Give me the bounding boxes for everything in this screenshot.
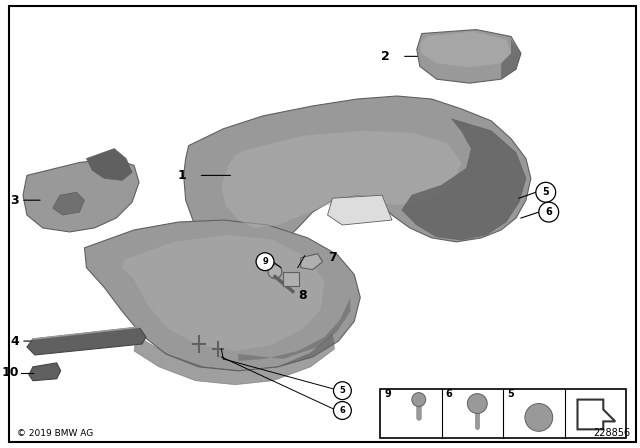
Polygon shape	[238, 297, 350, 361]
Circle shape	[539, 202, 559, 222]
Polygon shape	[86, 149, 132, 181]
Circle shape	[333, 382, 351, 400]
Polygon shape	[221, 131, 461, 228]
Circle shape	[525, 404, 553, 431]
Text: 6: 6	[339, 406, 346, 415]
Bar	[380, 389, 626, 438]
Text: 228856: 228856	[593, 428, 630, 438]
Polygon shape	[134, 334, 335, 385]
Text: 5: 5	[507, 388, 514, 399]
Text: 9: 9	[262, 257, 268, 266]
Text: 1: 1	[178, 169, 187, 182]
Text: © 2019 BMW AG: © 2019 BMW AG	[17, 429, 93, 438]
Text: 10: 10	[1, 366, 19, 379]
Text: 6: 6	[545, 207, 552, 217]
Text: 8: 8	[298, 289, 307, 302]
Text: 4: 4	[10, 335, 19, 348]
Circle shape	[412, 392, 426, 406]
Text: 7: 7	[328, 251, 337, 264]
Polygon shape	[417, 30, 521, 83]
Polygon shape	[84, 220, 360, 371]
Text: 5: 5	[542, 187, 549, 197]
Text: 3: 3	[10, 194, 19, 207]
Circle shape	[333, 401, 351, 419]
Polygon shape	[29, 363, 61, 381]
Polygon shape	[420, 31, 511, 67]
Polygon shape	[301, 254, 323, 270]
Polygon shape	[122, 235, 324, 351]
Polygon shape	[184, 96, 531, 256]
Text: 2: 2	[381, 50, 390, 63]
Text: 6: 6	[445, 388, 452, 399]
Polygon shape	[27, 327, 146, 355]
Polygon shape	[23, 159, 139, 232]
Polygon shape	[52, 192, 84, 215]
Polygon shape	[328, 195, 392, 225]
Circle shape	[467, 394, 487, 414]
Text: 9: 9	[384, 388, 391, 399]
Circle shape	[256, 253, 274, 271]
Circle shape	[536, 182, 556, 202]
Polygon shape	[402, 119, 526, 240]
Polygon shape	[501, 39, 521, 79]
Circle shape	[268, 265, 282, 279]
Text: 5: 5	[339, 386, 346, 395]
Bar	[283, 271, 299, 285]
